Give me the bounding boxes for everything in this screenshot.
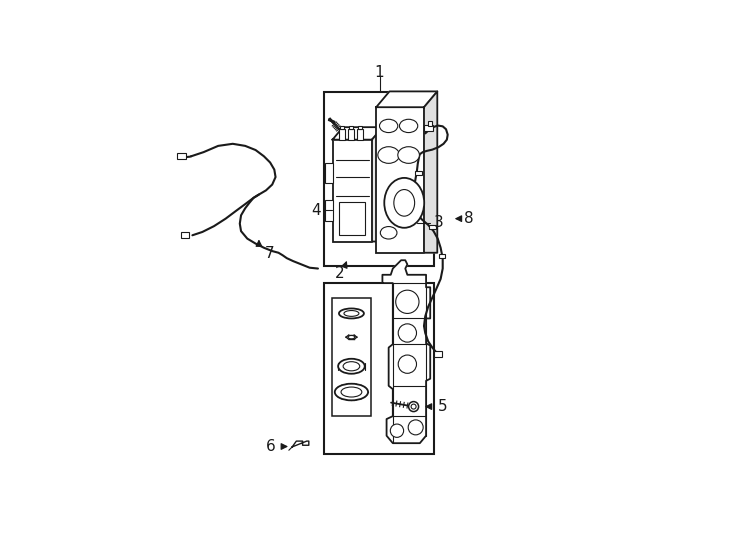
Text: 1: 1	[374, 65, 385, 80]
Circle shape	[409, 402, 418, 411]
Bar	[332, 298, 371, 416]
Ellipse shape	[379, 119, 398, 133]
Polygon shape	[382, 260, 430, 443]
Bar	[348, 129, 354, 140]
Circle shape	[411, 404, 416, 409]
Ellipse shape	[343, 362, 360, 371]
Ellipse shape	[344, 310, 359, 316]
Ellipse shape	[396, 290, 419, 313]
Polygon shape	[372, 127, 382, 241]
Ellipse shape	[399, 324, 416, 342]
Ellipse shape	[390, 424, 404, 437]
Bar	[357, 129, 363, 140]
Ellipse shape	[394, 190, 415, 216]
Bar	[324, 283, 435, 454]
Bar	[438, 254, 446, 258]
Ellipse shape	[408, 420, 424, 435]
Text: 8: 8	[465, 211, 474, 226]
Bar	[181, 232, 189, 238]
Bar	[340, 126, 344, 129]
Bar	[339, 129, 345, 140]
Bar	[325, 163, 333, 183]
Text: 3: 3	[434, 215, 443, 230]
Polygon shape	[424, 91, 437, 253]
Text: 2: 2	[335, 266, 345, 281]
Text: 4: 4	[312, 203, 321, 218]
Polygon shape	[292, 441, 309, 447]
Bar	[339, 202, 365, 235]
Bar	[333, 140, 372, 241]
Bar	[377, 107, 424, 253]
Bar	[349, 126, 353, 129]
Bar	[429, 225, 436, 229]
Polygon shape	[333, 127, 382, 140]
Ellipse shape	[380, 227, 397, 239]
Bar	[424, 125, 433, 131]
Bar	[434, 352, 442, 357]
Ellipse shape	[399, 119, 418, 133]
Bar	[325, 200, 333, 221]
Polygon shape	[377, 91, 437, 107]
Ellipse shape	[385, 178, 424, 228]
Bar	[428, 122, 432, 125]
Ellipse shape	[378, 147, 399, 163]
Bar	[178, 153, 186, 159]
Ellipse shape	[398, 147, 419, 163]
Ellipse shape	[335, 384, 368, 400]
Ellipse shape	[339, 308, 364, 319]
Bar	[415, 171, 422, 175]
Text: 5: 5	[437, 399, 447, 414]
Ellipse shape	[341, 387, 362, 397]
Bar	[358, 126, 362, 129]
Ellipse shape	[338, 359, 365, 374]
Ellipse shape	[399, 355, 416, 373]
Text: 7: 7	[265, 246, 275, 261]
Text: 6: 6	[266, 439, 275, 454]
Bar	[324, 92, 435, 266]
Ellipse shape	[348, 335, 355, 339]
